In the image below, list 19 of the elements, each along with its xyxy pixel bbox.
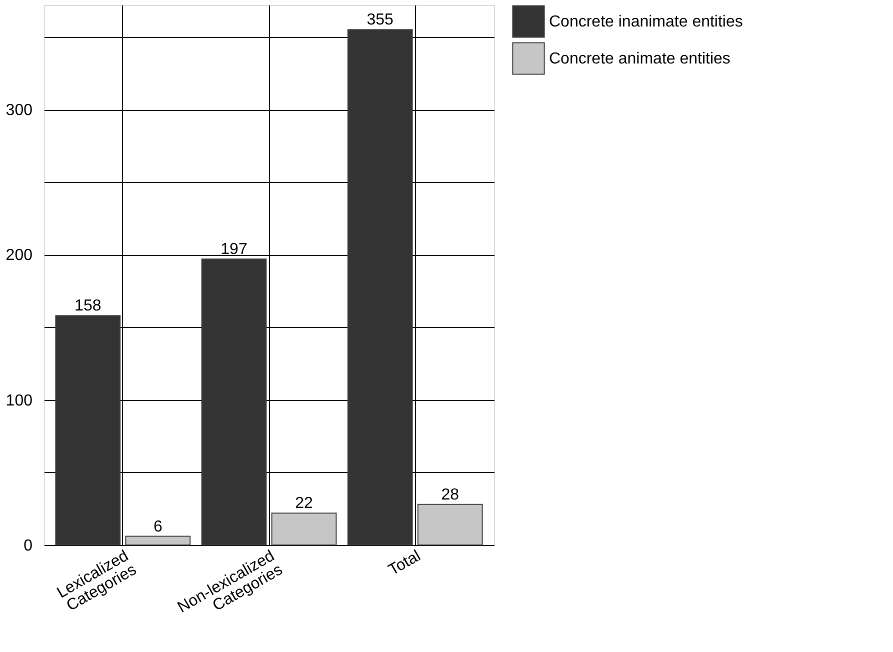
- bar: [417, 504, 483, 546]
- bar: [347, 29, 413, 546]
- bar: [201, 258, 267, 546]
- legend-label: Concrete inanimate entities: [549, 14, 743, 30]
- y-tick-label: 300: [6, 102, 33, 120]
- bar: [55, 315, 121, 546]
- y-tick-label: 0: [24, 538, 33, 554]
- data-label: 158: [74, 298, 102, 315]
- data-label: 197: [220, 241, 248, 258]
- y-tick-label: 200: [6, 247, 33, 264]
- bar: [125, 536, 191, 546]
- data-label: 6: [153, 518, 162, 536]
- x-tick-label: Total: [386, 548, 424, 580]
- data-label: 355: [366, 12, 394, 29]
- data-label: 28: [441, 486, 460, 504]
- legend-label: Concrete animate entities: [549, 50, 730, 68]
- data-label: 22: [295, 495, 314, 512]
- y-tick-label: 100: [6, 392, 33, 410]
- bar: [271, 512, 337, 546]
